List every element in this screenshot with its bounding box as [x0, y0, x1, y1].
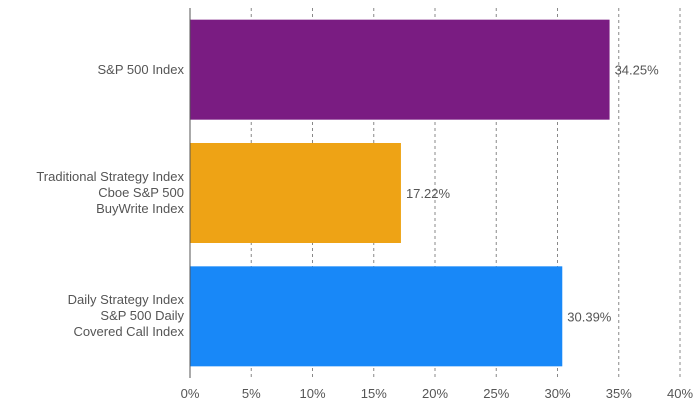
category-label-0: S&P 500 Index: [98, 62, 185, 78]
category-label-1: Traditional Strategy Index Cboe S&P 500 Bu…: [36, 169, 184, 217]
category-label-line: S&P 500 Index: [97, 61, 185, 77]
x-tick-label-0: 0%: [181, 386, 200, 401]
value-label-2: 30.39%: [567, 309, 612, 324]
category-label-line: Daily Strategy Index: [67, 292, 184, 308]
category-label-2: Daily Strategy Index S&P 500 Daily Covered…: [68, 292, 184, 340]
category-label-line: S&P 500 Daily: [100, 308, 184, 324]
bar-2: [190, 266, 563, 367]
x-tick-label-15: 15%: [361, 386, 387, 401]
bar-0: [190, 19, 610, 120]
x-tick-label-35: 35%: [606, 386, 632, 401]
x-tick-label-20: 20%: [422, 386, 448, 401]
value-label-1: 17.22%: [406, 186, 451, 201]
value-label-0: 34.25%: [615, 63, 660, 78]
category-label-line: BuyWrite Index: [96, 201, 184, 216]
x-tick-label-25: 25%: [483, 386, 509, 401]
x-tick-label-10: 10%: [299, 386, 325, 401]
x-tick-label-40: 40%: [667, 386, 693, 401]
bar-1: [190, 143, 401, 243]
category-label-line: Traditional Strategy Index: [36, 169, 184, 184]
category-label-line: Covered Call Index: [73, 324, 184, 340]
x-tick-label-5: 5%: [242, 386, 261, 401]
category-label-line: Cboe S&P 500: [98, 185, 184, 200]
x-tick-label-30: 30%: [544, 386, 570, 401]
